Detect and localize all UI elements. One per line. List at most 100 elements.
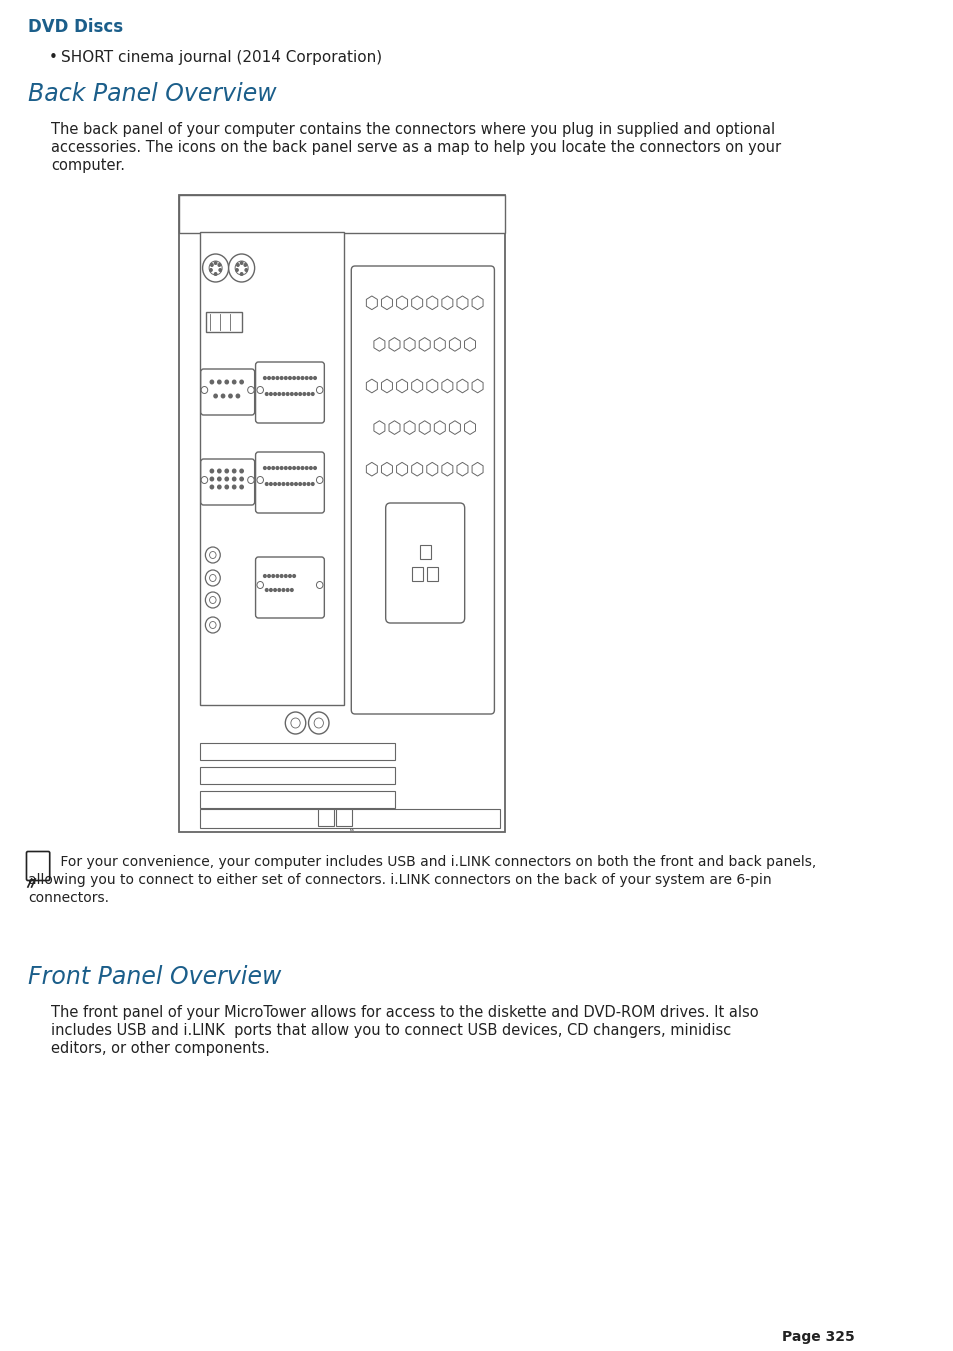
- Circle shape: [265, 589, 268, 592]
- Circle shape: [280, 466, 283, 469]
- Circle shape: [229, 254, 254, 282]
- Circle shape: [282, 589, 284, 592]
- Circle shape: [286, 589, 289, 592]
- Text: includes USB and i.LINK  ports that allow you to connect USB devices, CD changer: includes USB and i.LINK ports that allow…: [51, 1023, 731, 1038]
- Bar: [199, 743, 395, 761]
- Circle shape: [289, 466, 291, 469]
- Circle shape: [265, 482, 268, 485]
- Circle shape: [240, 262, 243, 265]
- Circle shape: [291, 717, 300, 728]
- Circle shape: [263, 466, 266, 469]
- Circle shape: [268, 377, 270, 380]
- Circle shape: [284, 466, 287, 469]
- Circle shape: [298, 482, 301, 485]
- Circle shape: [314, 466, 316, 469]
- Circle shape: [296, 466, 299, 469]
- Circle shape: [308, 712, 329, 734]
- Circle shape: [233, 380, 235, 384]
- Circle shape: [268, 574, 270, 577]
- Circle shape: [217, 477, 221, 481]
- FancyBboxPatch shape: [255, 557, 324, 617]
- Circle shape: [285, 712, 305, 734]
- FancyBboxPatch shape: [385, 503, 464, 623]
- Circle shape: [256, 477, 263, 484]
- Circle shape: [256, 581, 263, 589]
- Bar: [179, 195, 504, 232]
- FancyBboxPatch shape: [27, 851, 50, 881]
- Text: Front Panel Overview: Front Panel Overview: [28, 965, 281, 989]
- Text: Back Panel Overview: Back Panel Overview: [28, 82, 276, 105]
- Circle shape: [205, 592, 220, 608]
- Circle shape: [217, 380, 221, 384]
- Bar: [206, 312, 241, 332]
- Circle shape: [240, 477, 243, 481]
- Circle shape: [274, 482, 276, 485]
- Circle shape: [221, 394, 225, 397]
- Circle shape: [289, 377, 291, 380]
- Circle shape: [301, 466, 303, 469]
- Circle shape: [277, 482, 280, 485]
- Circle shape: [240, 485, 243, 489]
- Circle shape: [275, 574, 278, 577]
- Circle shape: [236, 263, 239, 266]
- Circle shape: [229, 394, 232, 397]
- Circle shape: [248, 386, 253, 393]
- Circle shape: [272, 377, 274, 380]
- Circle shape: [265, 393, 268, 396]
- Text: accessories. The icons on the back panel serve as a map to help you locate the c: accessories. The icons on the back panel…: [51, 141, 781, 155]
- Circle shape: [307, 393, 310, 396]
- Bar: [419, 544, 431, 559]
- Circle shape: [284, 574, 287, 577]
- Circle shape: [294, 393, 297, 396]
- Circle shape: [275, 466, 278, 469]
- Circle shape: [225, 469, 228, 473]
- Circle shape: [210, 621, 215, 628]
- Circle shape: [293, 466, 295, 469]
- Circle shape: [233, 477, 235, 481]
- Text: connectors.: connectors.: [28, 892, 109, 905]
- Bar: [199, 767, 395, 784]
- FancyBboxPatch shape: [200, 369, 254, 415]
- Circle shape: [209, 261, 222, 276]
- Circle shape: [202, 254, 229, 282]
- Circle shape: [298, 393, 301, 396]
- Circle shape: [314, 717, 323, 728]
- Circle shape: [311, 393, 314, 396]
- Circle shape: [277, 393, 280, 396]
- Circle shape: [235, 269, 238, 272]
- Circle shape: [277, 589, 280, 592]
- Circle shape: [217, 469, 221, 473]
- Text: LINE: LINE: [310, 808, 314, 821]
- Circle shape: [314, 377, 316, 380]
- Circle shape: [289, 574, 291, 577]
- Bar: [179, 195, 504, 832]
- Circle shape: [213, 394, 217, 397]
- Bar: [336, 809, 352, 825]
- Bar: [427, 567, 437, 581]
- Circle shape: [293, 377, 295, 380]
- Circle shape: [291, 482, 293, 485]
- Circle shape: [210, 551, 215, 558]
- FancyBboxPatch shape: [351, 266, 494, 713]
- FancyBboxPatch shape: [255, 362, 324, 423]
- Text: allowing you to connect to either set of connectors. i.LINK connectors on the ba: allowing you to connect to either set of…: [28, 873, 771, 888]
- Circle shape: [201, 386, 208, 393]
- Bar: [317, 809, 334, 825]
- Circle shape: [263, 574, 266, 577]
- Circle shape: [205, 570, 220, 586]
- Text: SHORT cinema journal (2014 Corporation): SHORT cinema journal (2014 Corporation): [61, 50, 382, 65]
- Circle shape: [286, 393, 289, 396]
- Circle shape: [248, 477, 253, 484]
- Circle shape: [309, 377, 312, 380]
- FancyBboxPatch shape: [255, 453, 324, 513]
- Circle shape: [272, 574, 274, 577]
- Bar: [199, 790, 395, 808]
- Text: Page 325: Page 325: [781, 1329, 854, 1344]
- Circle shape: [240, 469, 243, 473]
- Circle shape: [280, 377, 283, 380]
- Circle shape: [294, 482, 297, 485]
- Circle shape: [236, 394, 239, 397]
- Circle shape: [219, 269, 221, 272]
- Circle shape: [270, 393, 272, 396]
- Bar: [199, 232, 343, 705]
